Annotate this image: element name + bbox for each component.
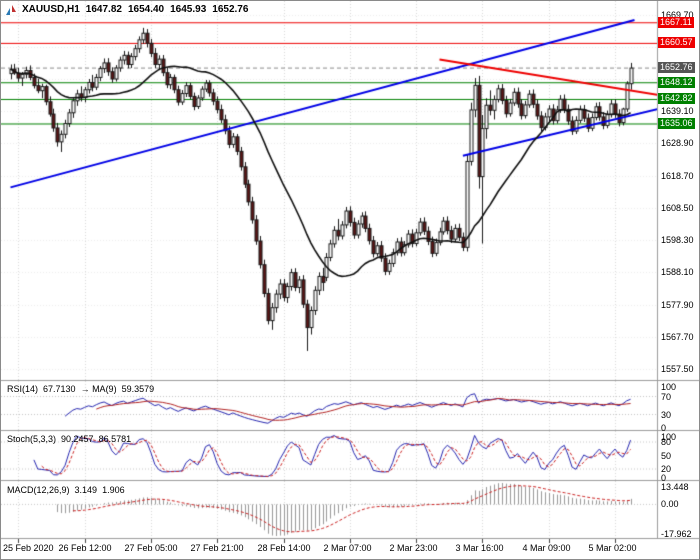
- stoch-name: Stoch(5,3,3): [7, 434, 57, 444]
- price-tick-label: 1639.10: [661, 106, 694, 117]
- rsi-level-label: 100: [661, 382, 677, 392]
- trend-arrows-icon: [6, 4, 16, 15]
- price-tick-label: 1577.90: [661, 299, 694, 310]
- price-level-label: 1635.06: [658, 117, 695, 129]
- rsi-level-label: 70: [661, 391, 672, 402]
- rsi-level-label: 30: [661, 409, 672, 420]
- macd-signal-value: 1.906: [102, 485, 125, 495]
- price-tick-label: 1567.70: [661, 331, 694, 342]
- stoch-level-label: 100: [661, 432, 677, 442]
- time-label: 3 Mar 16:00: [455, 543, 504, 553]
- price-tick-label: 1628.90: [661, 138, 694, 149]
- price-axis[interactable]: 1669.70 1639.10 1628.90 1618.70 1608.50 1598.…: [657, 1, 699, 539]
- rsi-name: RSI(14): [7, 384, 39, 394]
- stochastic-indicator-label: Stoch(5,3,3) 90.2457 86.5781: [7, 434, 131, 444]
- stoch-level-label: 80: [661, 437, 672, 447]
- panel-resize-divider-macd[interactable]: [1, 479, 699, 482]
- price-level-label: 1648.12: [658, 76, 695, 88]
- symbol-timeframe-label: XAUUSD,H1: [22, 4, 80, 15]
- price-tick-label: 1557.50: [661, 363, 694, 374]
- price-tick-label: 1588.10: [661, 267, 694, 278]
- price-tick-label: 1608.50: [661, 202, 694, 213]
- price-level-label: 1642.82: [658, 93, 695, 105]
- time-label: 4 Mar 09:00: [522, 543, 571, 553]
- time-label: 26 Feb 12:00: [58, 543, 112, 553]
- low-value: 1645.93: [170, 4, 207, 15]
- stoch-value: 90.2457: [61, 434, 94, 444]
- panel-resize-divider-rsi[interactable]: [1, 379, 699, 382]
- chart-title-bar: XAUUSD,H1 1647.82 1654.40 1645.93 1652.7…: [6, 4, 248, 15]
- close-value: 1652.76: [212, 4, 249, 15]
- price-level-label: 1660.57: [658, 37, 695, 49]
- high-value: 1654.40: [127, 4, 165, 15]
- time-label: 28 Feb 14:00: [257, 543, 311, 553]
- price-tick-label: 1598.30: [661, 235, 694, 246]
- macd-level-label: 0.00: [661, 499, 679, 510]
- macd-indicator-label: MACD(12,26,9) 3.149 1.906: [7, 485, 125, 495]
- time-axis[interactable]: 25 Feb 2020 26 Feb 12:00 27 Feb 05:00 27 Fe…: [1, 539, 699, 559]
- macd-level-label: 13.448: [661, 482, 689, 492]
- stoch-level-label: 20: [661, 464, 672, 474]
- rsi-indicator-label: RSI(14) 67.7130 → MA(9) 59.3579: [7, 384, 154, 394]
- price-level-label: 1652.76: [658, 62, 695, 74]
- macd-value: 3.149: [74, 485, 98, 495]
- time-label: 2 Mar 23:00: [389, 543, 438, 553]
- panel-resize-divider-stoch[interactable]: [1, 429, 699, 432]
- rsi-value: 67.7130: [43, 384, 76, 394]
- stoch-level-label: 50: [661, 450, 672, 461]
- price-tick-label: 1669.70: [661, 9, 694, 20]
- stoch-signal-value: 86.5781: [98, 434, 132, 444]
- price-tick-label: 1618.70: [661, 170, 694, 181]
- stoch-level-label: 0: [661, 473, 667, 483]
- time-label: 5 Mar 02:00: [588, 543, 637, 553]
- price-level-label: 1667.11: [658, 16, 694, 28]
- macd-name: MACD(12,26,9): [7, 485, 70, 495]
- time-label: 2 Mar 07:00: [323, 543, 372, 553]
- macd-level-label: -17.962: [661, 529, 692, 539]
- open-value: 1647.82: [85, 4, 122, 15]
- rsi-ma-name: → MA(9): [80, 384, 117, 394]
- time-label: 25 Feb 2020: [3, 543, 54, 553]
- time-label: 27 Feb 21:00: [190, 543, 244, 553]
- rsi-ma-value: 59.3579: [121, 384, 155, 394]
- rsi-level-label: 0: [661, 423, 667, 433]
- time-label: 27 Feb 05:00: [124, 543, 178, 553]
